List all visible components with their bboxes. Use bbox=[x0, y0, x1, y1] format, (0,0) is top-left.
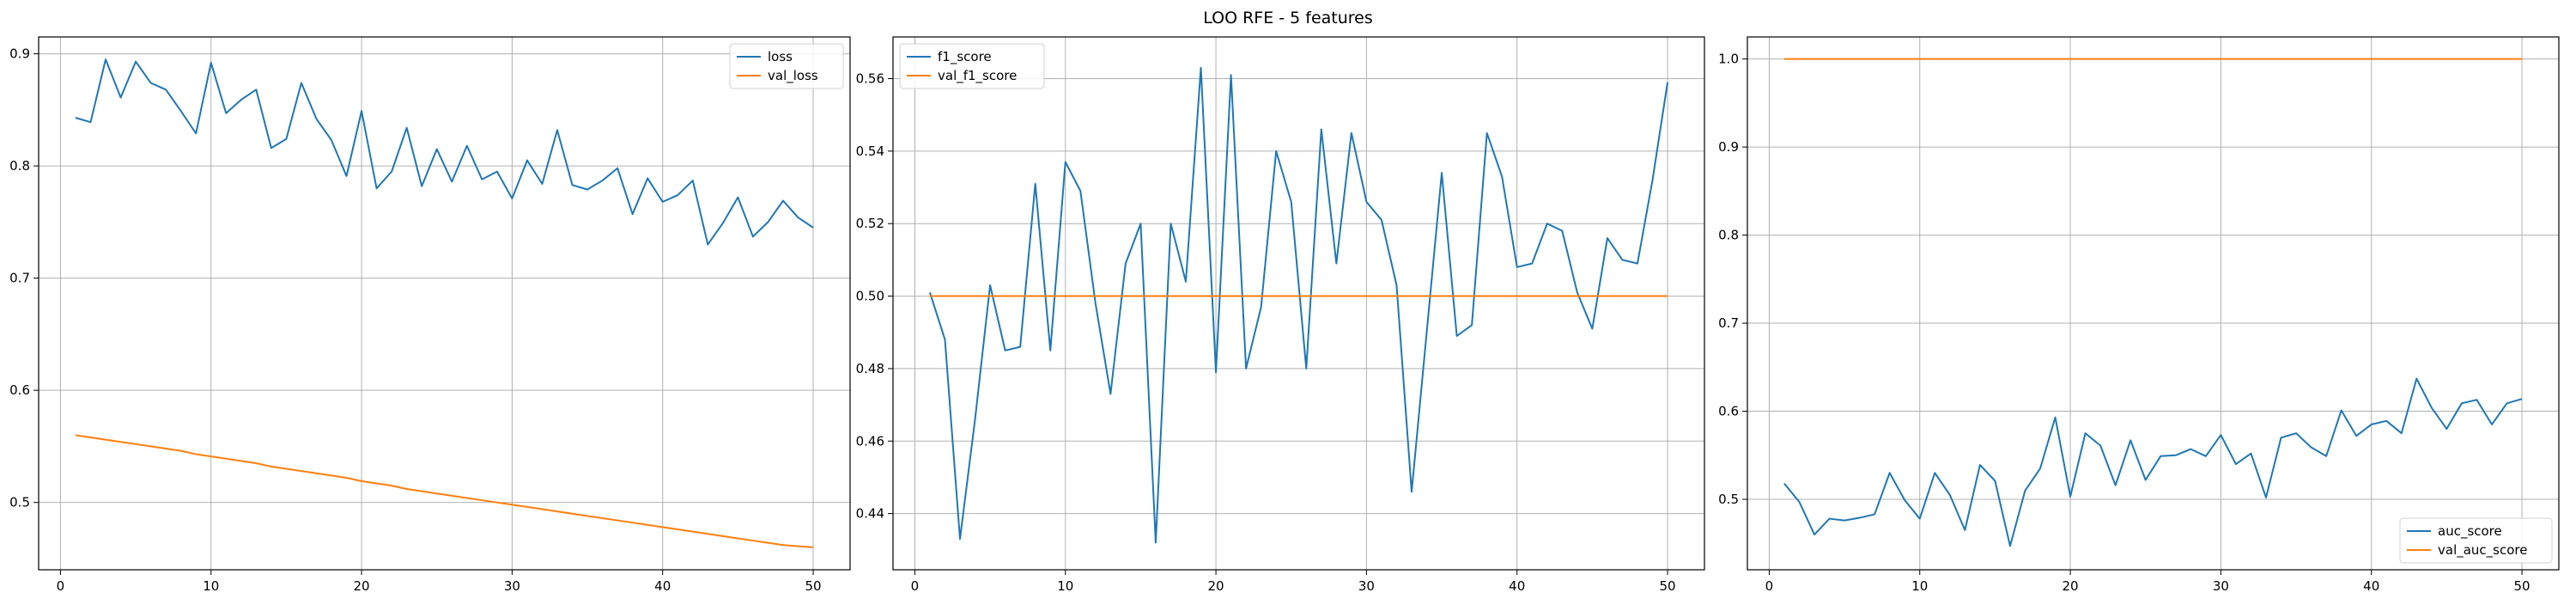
y-tick-label: 0.9 bbox=[9, 46, 30, 62]
y-tick-label: 0.9 bbox=[1718, 139, 1739, 155]
x-tick-label: 20 bbox=[354, 578, 370, 594]
x-tick-label: 30 bbox=[1358, 578, 1375, 594]
y-tick-label: 0.5 bbox=[9, 495, 30, 510]
x-tick-label: 40 bbox=[654, 578, 671, 594]
y-tick-label: 0.6 bbox=[9, 382, 30, 398]
figure-suptitle: LOO RFE - 5 features bbox=[1203, 9, 1373, 28]
y-tick-label: 0.8 bbox=[1718, 228, 1739, 243]
subplot-2: 0 10 20 30 40 50 0.44 0.46 0.48 0.50 0.52 0.54 0.56 f… bbox=[856, 36, 1705, 594]
legend-box bbox=[899, 43, 1045, 89]
y-tick-label: 0.46 bbox=[856, 433, 884, 449]
x-tick-label: 10 bbox=[1911, 578, 1928, 594]
legend-entry: val_loss bbox=[768, 68, 818, 84]
x-tick-label: 40 bbox=[1509, 578, 1525, 594]
x-tick-label: 50 bbox=[1659, 578, 1675, 594]
series-line-loss bbox=[75, 58, 814, 246]
x-tick-label: 20 bbox=[2063, 578, 2079, 594]
x-tick-label: 50 bbox=[805, 578, 821, 594]
subplot-3: 0 10 20 30 40 50 0.5 0.6 0.7 0.8 0.9 1.0 auc_scoreva… bbox=[1718, 36, 2560, 594]
legend-box bbox=[2399, 517, 2553, 564]
legend-box bbox=[729, 43, 844, 89]
legend: auc_score val_auc_score bbox=[2399, 517, 2553, 564]
x-tick-label: 0 bbox=[911, 578, 920, 594]
x-tick-label: 10 bbox=[1057, 578, 1073, 594]
legend: loss val_loss bbox=[729, 43, 844, 89]
x-tick-label: 10 bbox=[203, 578, 219, 594]
y-tick-label: 0.56 bbox=[856, 71, 884, 87]
y-tick-label: 0.48 bbox=[856, 361, 884, 376]
y-tick-label: 0.50 bbox=[856, 289, 884, 304]
legend-entry: auc_score bbox=[2438, 523, 2502, 540]
x-tick-label: 20 bbox=[1208, 578, 1224, 594]
y-tick-label: 0.54 bbox=[856, 144, 884, 159]
series-line-val-loss bbox=[75, 434, 814, 548]
y-tick-label: 0.8 bbox=[9, 158, 30, 174]
x-tick-label: 0 bbox=[57, 578, 65, 594]
x-tick-label: 30 bbox=[2213, 578, 2229, 594]
axes-frame bbox=[1747, 36, 2560, 571]
legend: f1_score val_f1_score bbox=[899, 43, 1045, 89]
x-tick-label: 50 bbox=[2513, 578, 2530, 594]
y-tick-label: 0.7 bbox=[9, 271, 30, 286]
axes-frame bbox=[892, 36, 1705, 571]
x-tick-label: 30 bbox=[504, 578, 520, 594]
legend-entry: val_f1_score bbox=[938, 68, 1017, 84]
axes-frame bbox=[38, 36, 851, 571]
y-tick-label: 0.7 bbox=[1718, 315, 1739, 331]
y-tick-label: 0.52 bbox=[856, 216, 884, 231]
subplot-1: 0 10 20 30 40 50 0.5 0.6 0.7 0.8 0.9 loss val_loss bbox=[9, 36, 851, 594]
x-tick-label: 0 bbox=[1765, 578, 1774, 594]
y-tick-label: 0.6 bbox=[1718, 404, 1739, 419]
y-tick-label: 0.44 bbox=[856, 506, 884, 522]
legend-entry: val_auc_score bbox=[2438, 542, 2528, 559]
y-tick-label: 0.5 bbox=[1718, 492, 1739, 507]
x-tick-label: 40 bbox=[2363, 578, 2379, 594]
y-tick-label: 1.0 bbox=[1718, 52, 1739, 67]
series-line-auc-score bbox=[1783, 377, 2523, 547]
legend-entry: loss bbox=[768, 49, 793, 64]
series-line-f1-score bbox=[928, 66, 1669, 544]
legend-entry: f1_score bbox=[938, 49, 992, 65]
